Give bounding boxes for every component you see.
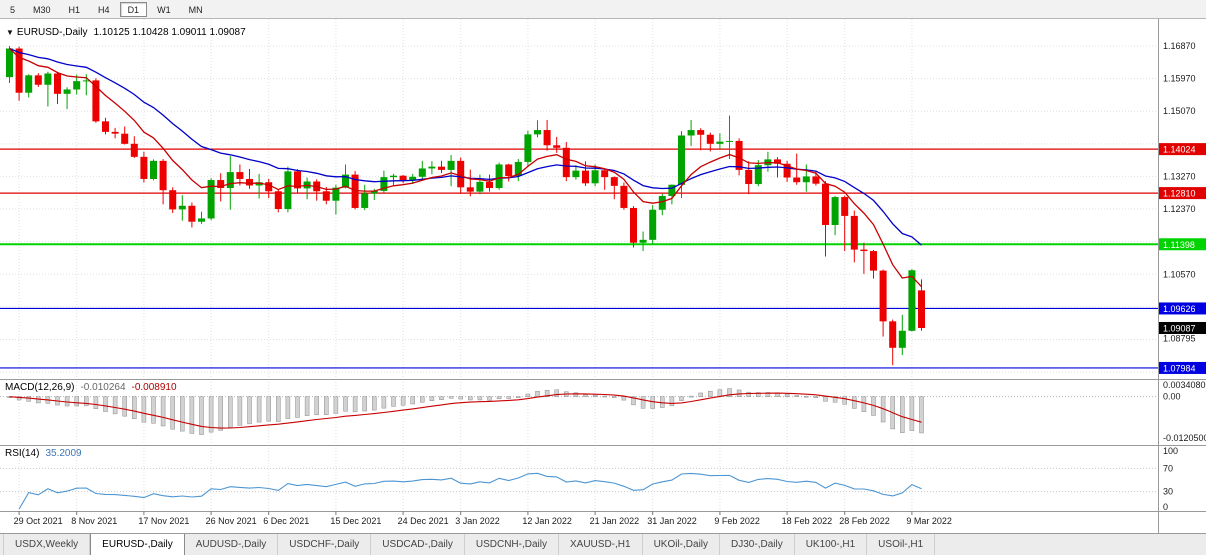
svg-text:0.0034080: 0.0034080 — [1163, 380, 1206, 390]
date-axis: 29 Oct 2021 8 Nov 2021 17 Nov 2021 26 Nov 2… — [14, 511, 952, 526]
price-chart-canvas[interactable]: 1.16870 1.15970 1.15070 1.13270 1.12370 1.105… — [0, 19, 1206, 533]
chart-ohlc-values: 1.10125 1.10428 1.09011 1.09087 — [93, 27, 246, 38]
macd-indicator-label: MACD(12,26,9) -0.010264 -0.008910 — [5, 382, 177, 393]
svg-text:3 Jan 2022: 3 Jan 2022 — [455, 516, 500, 526]
macd-signal-line — [9, 392, 922, 429]
candles-layer — [6, 45, 925, 366]
chart-symbol-label: EURUSD-,Daily — [16, 27, 88, 38]
timeframe-toolbar: 5 M30 H1 H4 D1 W1 MN — [0, 0, 1206, 19]
svg-text:12 Jan 2022: 12 Jan 2022 — [522, 516, 572, 526]
tab-usdcnh-daily[interactable]: USDCNH-,Daily — [465, 534, 559, 555]
price-level-badges: 1.14024 1.12810 1.11398 1.09626 1.07984 1.090… — [1159, 143, 1206, 374]
chart-tab-bar: USDX,Weekly EURUSD-,Daily AUDUSD-,Daily USD… — [0, 533, 1206, 555]
timeframe-button-mn[interactable]: MN — [188, 4, 203, 15]
rsi-level-lines — [0, 467, 1158, 493]
timeframe-button-h1[interactable]: H1 — [68, 4, 81, 15]
timeframe-button-5[interactable]: 5 — [10, 4, 16, 15]
svg-text:18 Feb 2022: 18 Feb 2022 — [782, 516, 833, 526]
svg-text:100: 100 — [1163, 446, 1178, 456]
svg-text:1.09626: 1.09626 — [1163, 304, 1196, 314]
svg-text:1.07984: 1.07984 — [1163, 363, 1196, 373]
timeframe-button-h4[interactable]: H4 — [98, 4, 110, 15]
svg-text:1.16870: 1.16870 — [1163, 41, 1196, 51]
svg-text:21 Jan 2022: 21 Jan 2022 — [590, 516, 640, 526]
tab-usdchf-daily[interactable]: USDCHF-,Daily — [278, 534, 372, 555]
timeframe-button-m30[interactable]: M30 — [33, 4, 51, 15]
macd-axis-labels: 0.0034080 0.00 -0.0120500 — [1163, 380, 1206, 443]
svg-text:1.14024: 1.14024 — [1163, 145, 1196, 155]
svg-text:1.12370: 1.12370 — [1163, 204, 1196, 214]
svg-text:9 Feb 2022: 9 Feb 2022 — [714, 516, 760, 526]
tab-eurusd-daily[interactable]: EURUSD-,Daily — [90, 534, 185, 555]
svg-text:6 Dec 2021: 6 Dec 2021 — [263, 516, 309, 526]
svg-text:28 Feb 2022: 28 Feb 2022 — [839, 516, 890, 526]
svg-text:1.09087: 1.09087 — [1163, 323, 1196, 333]
rsi-indicator-label: RSI(14) 35.2009 — [5, 448, 82, 459]
tab-xauusd-h1[interactable]: XAUUSD-,H1 — [559, 534, 643, 555]
svg-text:29 Oct 2021: 29 Oct 2021 — [14, 516, 63, 526]
tab-usoil-h1[interactable]: USOil-,H1 — [867, 534, 936, 555]
svg-text:70: 70 — [1163, 463, 1173, 473]
tab-audusd-daily[interactable]: AUDUSD-,Daily — [185, 534, 279, 555]
svg-text:1.08795: 1.08795 — [1163, 334, 1196, 344]
svg-text:31 Jan 2022: 31 Jan 2022 — [647, 516, 697, 526]
svg-text:1.11398: 1.11398 — [1163, 240, 1195, 250]
rsi-axis-labels: 100 70 30 0 — [1163, 446, 1178, 512]
svg-text:0: 0 — [1163, 502, 1168, 512]
chart-title: ▼ EURUSD-,Daily 1.10125 1.10428 1.09011 1.… — [6, 27, 246, 38]
svg-text:1.13270: 1.13270 — [1163, 171, 1196, 181]
panel-frame — [0, 19, 1206, 533]
ma-slow-line — [9, 47, 922, 246]
svg-text:8 Nov 2021: 8 Nov 2021 — [71, 516, 117, 526]
macd-signal-value: -0.008910 — [131, 382, 177, 393]
svg-text:1.15970: 1.15970 — [1163, 74, 1196, 84]
svg-text:15 Dec 2021: 15 Dec 2021 — [330, 516, 381, 526]
tab-dj30-daily[interactable]: DJ30-,Daily — [720, 534, 795, 555]
tab-usdx-weekly[interactable]: USDX,Weekly — [3, 534, 91, 555]
macd-histogram — [7, 388, 924, 435]
svg-text:24 Dec 2021: 24 Dec 2021 — [398, 516, 449, 526]
tab-ukoil-daily[interactable]: UKOil-,Daily — [643, 534, 721, 555]
price-axis-labels: 1.16870 1.15970 1.15070 1.13270 1.12370 1.105… — [1163, 41, 1196, 344]
svg-text:1.15070: 1.15070 — [1163, 106, 1196, 116]
timeframe-button-d1[interactable]: D1 — [119, 1, 148, 17]
svg-text:30: 30 — [1163, 487, 1173, 497]
macd-name: MACD(12,26,9) — [5, 382, 75, 393]
chart-dropdown-icon[interactable]: ▼ — [6, 28, 14, 37]
price-level-lines — [0, 148, 1158, 369]
svg-text:9 Mar 2022: 9 Mar 2022 — [906, 516, 952, 526]
vertical-gridlines — [18, 19, 913, 511]
svg-text:1.12810: 1.12810 — [1163, 189, 1196, 199]
timeframe-button-w1[interactable]: W1 — [157, 4, 171, 15]
macd-main-value: -0.010264 — [80, 382, 126, 393]
tab-usdcad-daily[interactable]: USDCAD-,Daily — [371, 534, 465, 555]
svg-text:26 Nov 2021: 26 Nov 2021 — [206, 516, 257, 526]
rsi-name: RSI(14) — [5, 448, 40, 459]
chart-area[interactable]: 1.16870 1.15970 1.15070 1.13270 1.12370 1.105… — [0, 19, 1206, 533]
rsi-value: 35.2009 — [45, 448, 82, 459]
tab-uk100-h1[interactable]: UK100-,H1 — [795, 534, 868, 555]
svg-text:0.00: 0.00 — [1163, 392, 1181, 402]
svg-text:1.10570: 1.10570 — [1163, 269, 1196, 279]
rsi-line — [18, 472, 922, 510]
ma-fast-line — [9, 48, 922, 288]
svg-text:-0.0120500: -0.0120500 — [1163, 433, 1206, 443]
svg-text:17 Nov 2021: 17 Nov 2021 — [138, 516, 189, 526]
